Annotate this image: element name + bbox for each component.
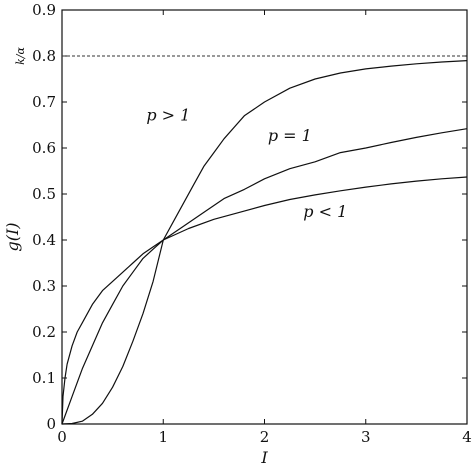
y-tick-label: 0 [46, 415, 56, 433]
x-axis-ticks: 0 1 2 3 4 [57, 10, 472, 446]
curve-annotation: p > 1 [146, 105, 190, 124]
y-tick-label: 0.4 [32, 231, 56, 249]
curve-annotation: p < 1 [303, 202, 347, 221]
curve-annotations: p > 1 p = 1 p < 1 [146, 105, 347, 221]
y-tick-label: 0.8 [32, 47, 56, 65]
series-line-0 [61, 60, 468, 425]
y-tick-label: 0.1 [32, 369, 56, 387]
y-axis-ticks: 0 0.1 0.2 0.3 0.4 0.5 0.6 0.7 0.8 0.9 [32, 1, 467, 433]
x-tick-label: 3 [361, 428, 371, 446]
asymptote-label-text: k/α [14, 47, 27, 65]
asymptote-label: k/α [14, 47, 27, 65]
x-tick-label: 1 [158, 428, 168, 446]
y-tick-label: 0.7 [32, 93, 56, 111]
plot-frame [61, 9, 468, 425]
series-line-2 [61, 176, 468, 425]
y-axis-label: g(I) [3, 222, 22, 251]
y-tick-label: 0.6 [32, 139, 56, 157]
curve-annotation: p = 1 [268, 126, 312, 145]
series-curves [61, 60, 468, 425]
y-tick-label: 0.3 [32, 277, 56, 295]
x-tick-label: 0 [57, 428, 67, 446]
y-tick-label: 0.9 [32, 1, 56, 19]
series-line-1 [61, 128, 468, 425]
x-tick-label: 4 [462, 428, 472, 446]
y-tick-label: 0.2 [32, 323, 56, 341]
x-tick-label: 2 [260, 428, 270, 446]
y-tick-label: 0.5 [32, 185, 56, 203]
x-axis-label: I [260, 448, 268, 467]
